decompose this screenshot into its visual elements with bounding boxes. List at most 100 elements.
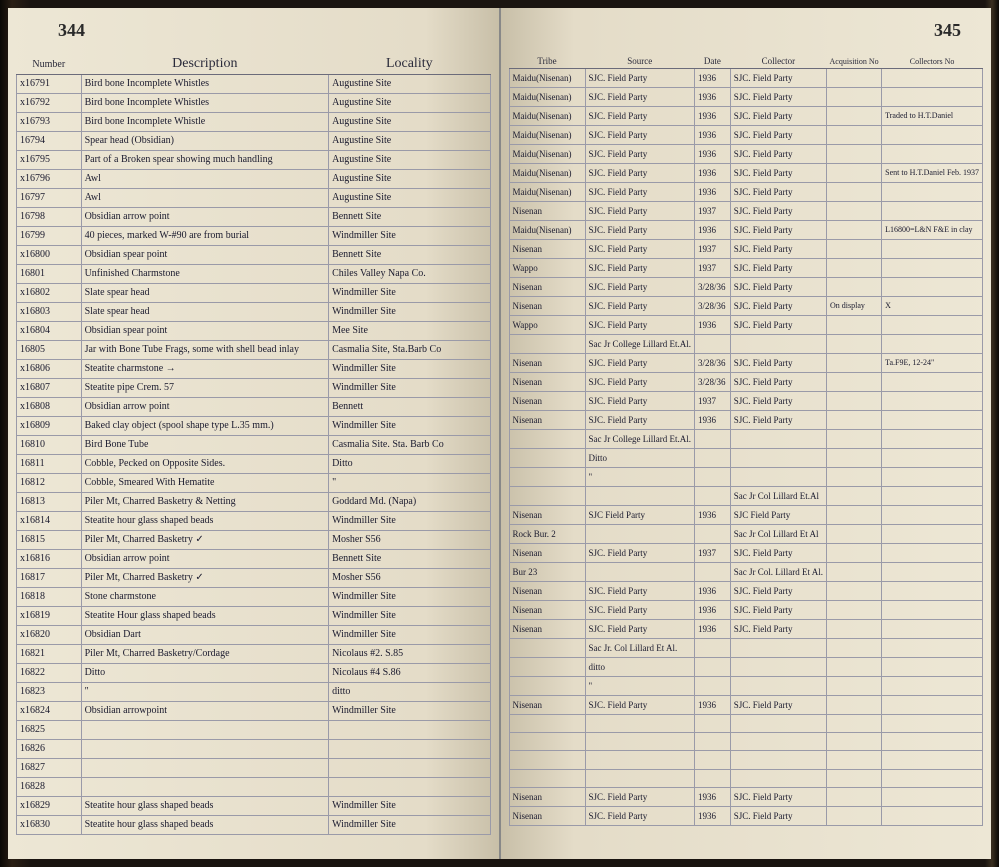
- cell-source: [585, 751, 694, 769]
- cell-date: 1937: [695, 240, 731, 259]
- cell-description: Steatite charmstone →: [81, 360, 329, 379]
- table-row: x16814Steatite hour glass shaped beadsWi…: [17, 512, 491, 531]
- cell-tribe: [509, 468, 585, 487]
- cell-acquisition: [827, 787, 882, 806]
- cell-collector: Sac Jr Col. Lillard Et Al.: [730, 563, 826, 582]
- cell-tribe: [509, 733, 585, 751]
- cell-source: SJC. Field Party: [585, 544, 694, 563]
- cell-number: x16802: [17, 284, 82, 303]
- cell-acquisition: [827, 278, 882, 297]
- cell-collector: SJC. Field Party: [730, 297, 826, 316]
- cell-number: 16810: [17, 436, 82, 455]
- cell-collector: SJC. Field Party: [730, 221, 826, 240]
- cell-acquisition: On display: [827, 297, 882, 316]
- cell-date: 3/28/36: [695, 278, 731, 297]
- table-row: 16810Bird Bone TubeCasmalia Site. Sta. B…: [17, 436, 491, 455]
- cell-number: x16809: [17, 417, 82, 436]
- table-row: 16825: [17, 721, 491, 740]
- cell-tribe: Nisenan: [509, 544, 585, 563]
- col-header-locality: Locality: [329, 54, 490, 75]
- cell-date: 1936: [695, 145, 731, 164]
- cell-collectors-no: [882, 449, 983, 468]
- cell-acquisition: [827, 733, 882, 751]
- cell-description: Baked clay object (spool shape type L.35…: [81, 417, 329, 436]
- cell-locality: Windmiller Site: [329, 303, 490, 322]
- cell-source: SJC. Field Party: [585, 126, 694, 145]
- cell-collector: [730, 733, 826, 751]
- cell-source: SJC. Field Party: [585, 297, 694, 316]
- cell-number: x16795: [17, 151, 82, 170]
- table-row: Maidu(Nisenan)SJC. Field Party1936SJC. F…: [509, 126, 983, 145]
- cell-locality: ditto: [329, 683, 490, 702]
- cell-date: 1936: [695, 107, 731, 126]
- cell-number: x16796: [17, 170, 82, 189]
- cell-number: x16793: [17, 113, 82, 132]
- table-row: Sac Jr College Lillard Et.Al.: [509, 335, 983, 354]
- cell-collectors-no: [882, 715, 983, 733]
- table-row: Bur 23Sac Jr Col. Lillard Et Al.: [509, 563, 983, 582]
- table-row: 16798Obsidian arrow pointBennett Site: [17, 208, 491, 227]
- cell-collector: SJC. Field Party: [730, 126, 826, 145]
- cell-source: SJC. Field Party: [585, 787, 694, 806]
- cell-locality: Windmiller Site: [329, 227, 490, 246]
- table-row: NisenanSJC Field Party1936SJC Field Part…: [509, 506, 983, 525]
- cell-number: 16822: [17, 664, 82, 683]
- cell-date: [695, 449, 731, 468]
- cell-collectors-no: [882, 506, 983, 525]
- cell-number: x16824: [17, 702, 82, 721]
- table-row: 1679940 pieces, marked W-#90 are from bu…: [17, 227, 491, 246]
- cell-acquisition: [827, 544, 882, 563]
- cell-date: 1936: [695, 506, 731, 525]
- table-row: NisenanSJC. Field Party3/28/36SJC. Field…: [509, 354, 983, 373]
- cell-date: 1936: [695, 582, 731, 601]
- cell-acquisition: [827, 601, 882, 620]
- cell-locality: Casmalia Site. Sta. Barb Co: [329, 436, 490, 455]
- cell-number: 16805: [17, 341, 82, 360]
- cell-date: 1936: [695, 696, 731, 715]
- cell-description: Part of a Broken spear showing much hand…: [81, 151, 329, 170]
- cell-number: 16799: [17, 227, 82, 246]
- table-row: ": [509, 468, 983, 487]
- cell-number: 16794: [17, 132, 82, 151]
- cell-collectors-no: X: [882, 297, 983, 316]
- cell-acquisition: [827, 164, 882, 183]
- cell-locality: Nicolaus #2. S.85: [329, 645, 490, 664]
- cell-locality: Chiles Valley Napa Co.: [329, 265, 490, 284]
- table-row: 16794Spear head (Obsidian)Augustine Site: [17, 132, 491, 151]
- table-row: x16800Obsidian spear pointBennett Site: [17, 246, 491, 265]
- cell-collectors-no: [882, 373, 983, 392]
- cell-collectors-no: [882, 487, 983, 506]
- cell-tribe: Nisenan: [509, 601, 585, 620]
- cell-collectors-no: [882, 88, 983, 107]
- cell-collectors-no: [882, 525, 983, 544]
- cell-collectors-no: [882, 751, 983, 769]
- cell-number: x16803: [17, 303, 82, 322]
- cell-locality: Windmiller Site: [329, 284, 490, 303]
- cell-locality: Augustine Site: [329, 113, 490, 132]
- cell-acquisition: [827, 487, 882, 506]
- cell-acquisition: [827, 751, 882, 769]
- cell-collectors-no: [882, 259, 983, 278]
- cell-description: Obsidian spear point: [81, 322, 329, 341]
- cell-date: 1937: [695, 259, 731, 278]
- table-row: 16815Piler Mt, Charred Basketry ✓Mosher …: [17, 531, 491, 550]
- page-left: 344 Number Description Locality x16791Bi…: [8, 8, 501, 859]
- table-row: Maidu(Nisenan)SJC. Field Party1936SJC. F…: [509, 69, 983, 88]
- cell-number: 16798: [17, 208, 82, 227]
- cell-collector: SJC. Field Party: [730, 601, 826, 620]
- cell-source: SJC. Field Party: [585, 240, 694, 259]
- cell-locality: Windmiller Site: [329, 512, 490, 531]
- table-row: 16818Stone charmstoneWindmiller Site: [17, 588, 491, 607]
- cell-collectors-no: [882, 806, 983, 825]
- cell-date: [695, 715, 731, 733]
- cell-date: 1936: [695, 316, 731, 335]
- table-row: x16808Obsidian arrow pointBennett: [17, 398, 491, 417]
- ledger-table-right: Tribe Source Date Collector Acquisition …: [509, 54, 984, 826]
- cell-collectors-no: Traded to H.T.Daniel: [882, 107, 983, 126]
- cell-number: x16819: [17, 607, 82, 626]
- cell-date: 1936: [695, 806, 731, 825]
- cell-collector: SJC. Field Party: [730, 544, 826, 563]
- table-row: ": [509, 677, 983, 696]
- cell-locality: Mosher S56: [329, 531, 490, 550]
- cell-number: x16807: [17, 379, 82, 398]
